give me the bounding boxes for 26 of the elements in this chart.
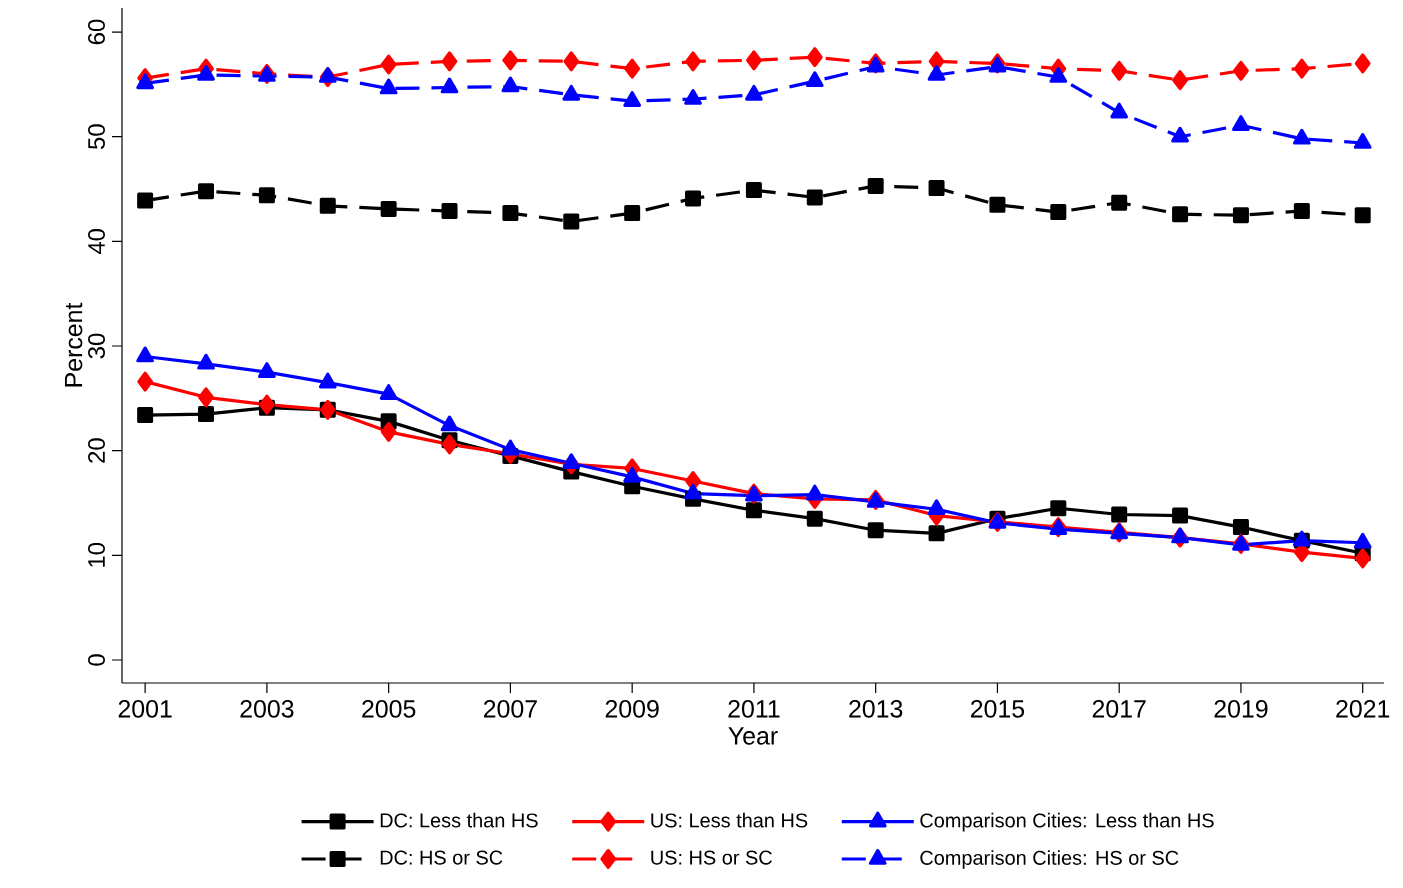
legend-label: Comparison Cities: HS or SC [920, 850, 1179, 869]
y-tick-label: 30 [88, 333, 105, 359]
x-tick-label: 2013 [849, 700, 903, 718]
x-tick-label: 2003 [240, 700, 294, 718]
x-tick-label: 2009 [605, 700, 659, 718]
x-tick-label: 2017 [1092, 700, 1146, 718]
x-tick-label: 2015 [970, 700, 1025, 718]
x-tick-label: 2011 [728, 700, 780, 718]
x-tick-label: 2021 [1336, 700, 1390, 718]
y-tick-label: 40 [88, 228, 105, 255]
y-tick-label: 60 [88, 19, 105, 45]
legend-label: DC: HS or SC [380, 850, 503, 865]
x-tick-label: 2005 [362, 700, 416, 718]
y-tick-label: 0 [88, 654, 105, 666]
x-tick-label: 2001 [118, 700, 172, 718]
legend-label: US: HS or SC [651, 850, 772, 865]
legend-label: DC: Less than HS [380, 812, 538, 828]
y-tick-label: 50 [88, 124, 105, 150]
legend-label: US: Less than HS [651, 812, 808, 828]
legend-label: Comparison Cities: Less than HS [920, 812, 1214, 832]
y-axis-title: Percent [64, 302, 83, 387]
y-tick-label: 10 [88, 542, 105, 567]
x-axis-title: Year [728, 727, 778, 745]
x-tick-label: 2019 [1214, 700, 1268, 718]
x-tick-label: 2007 [483, 700, 537, 718]
y-tick-label: 20 [88, 438, 105, 463]
